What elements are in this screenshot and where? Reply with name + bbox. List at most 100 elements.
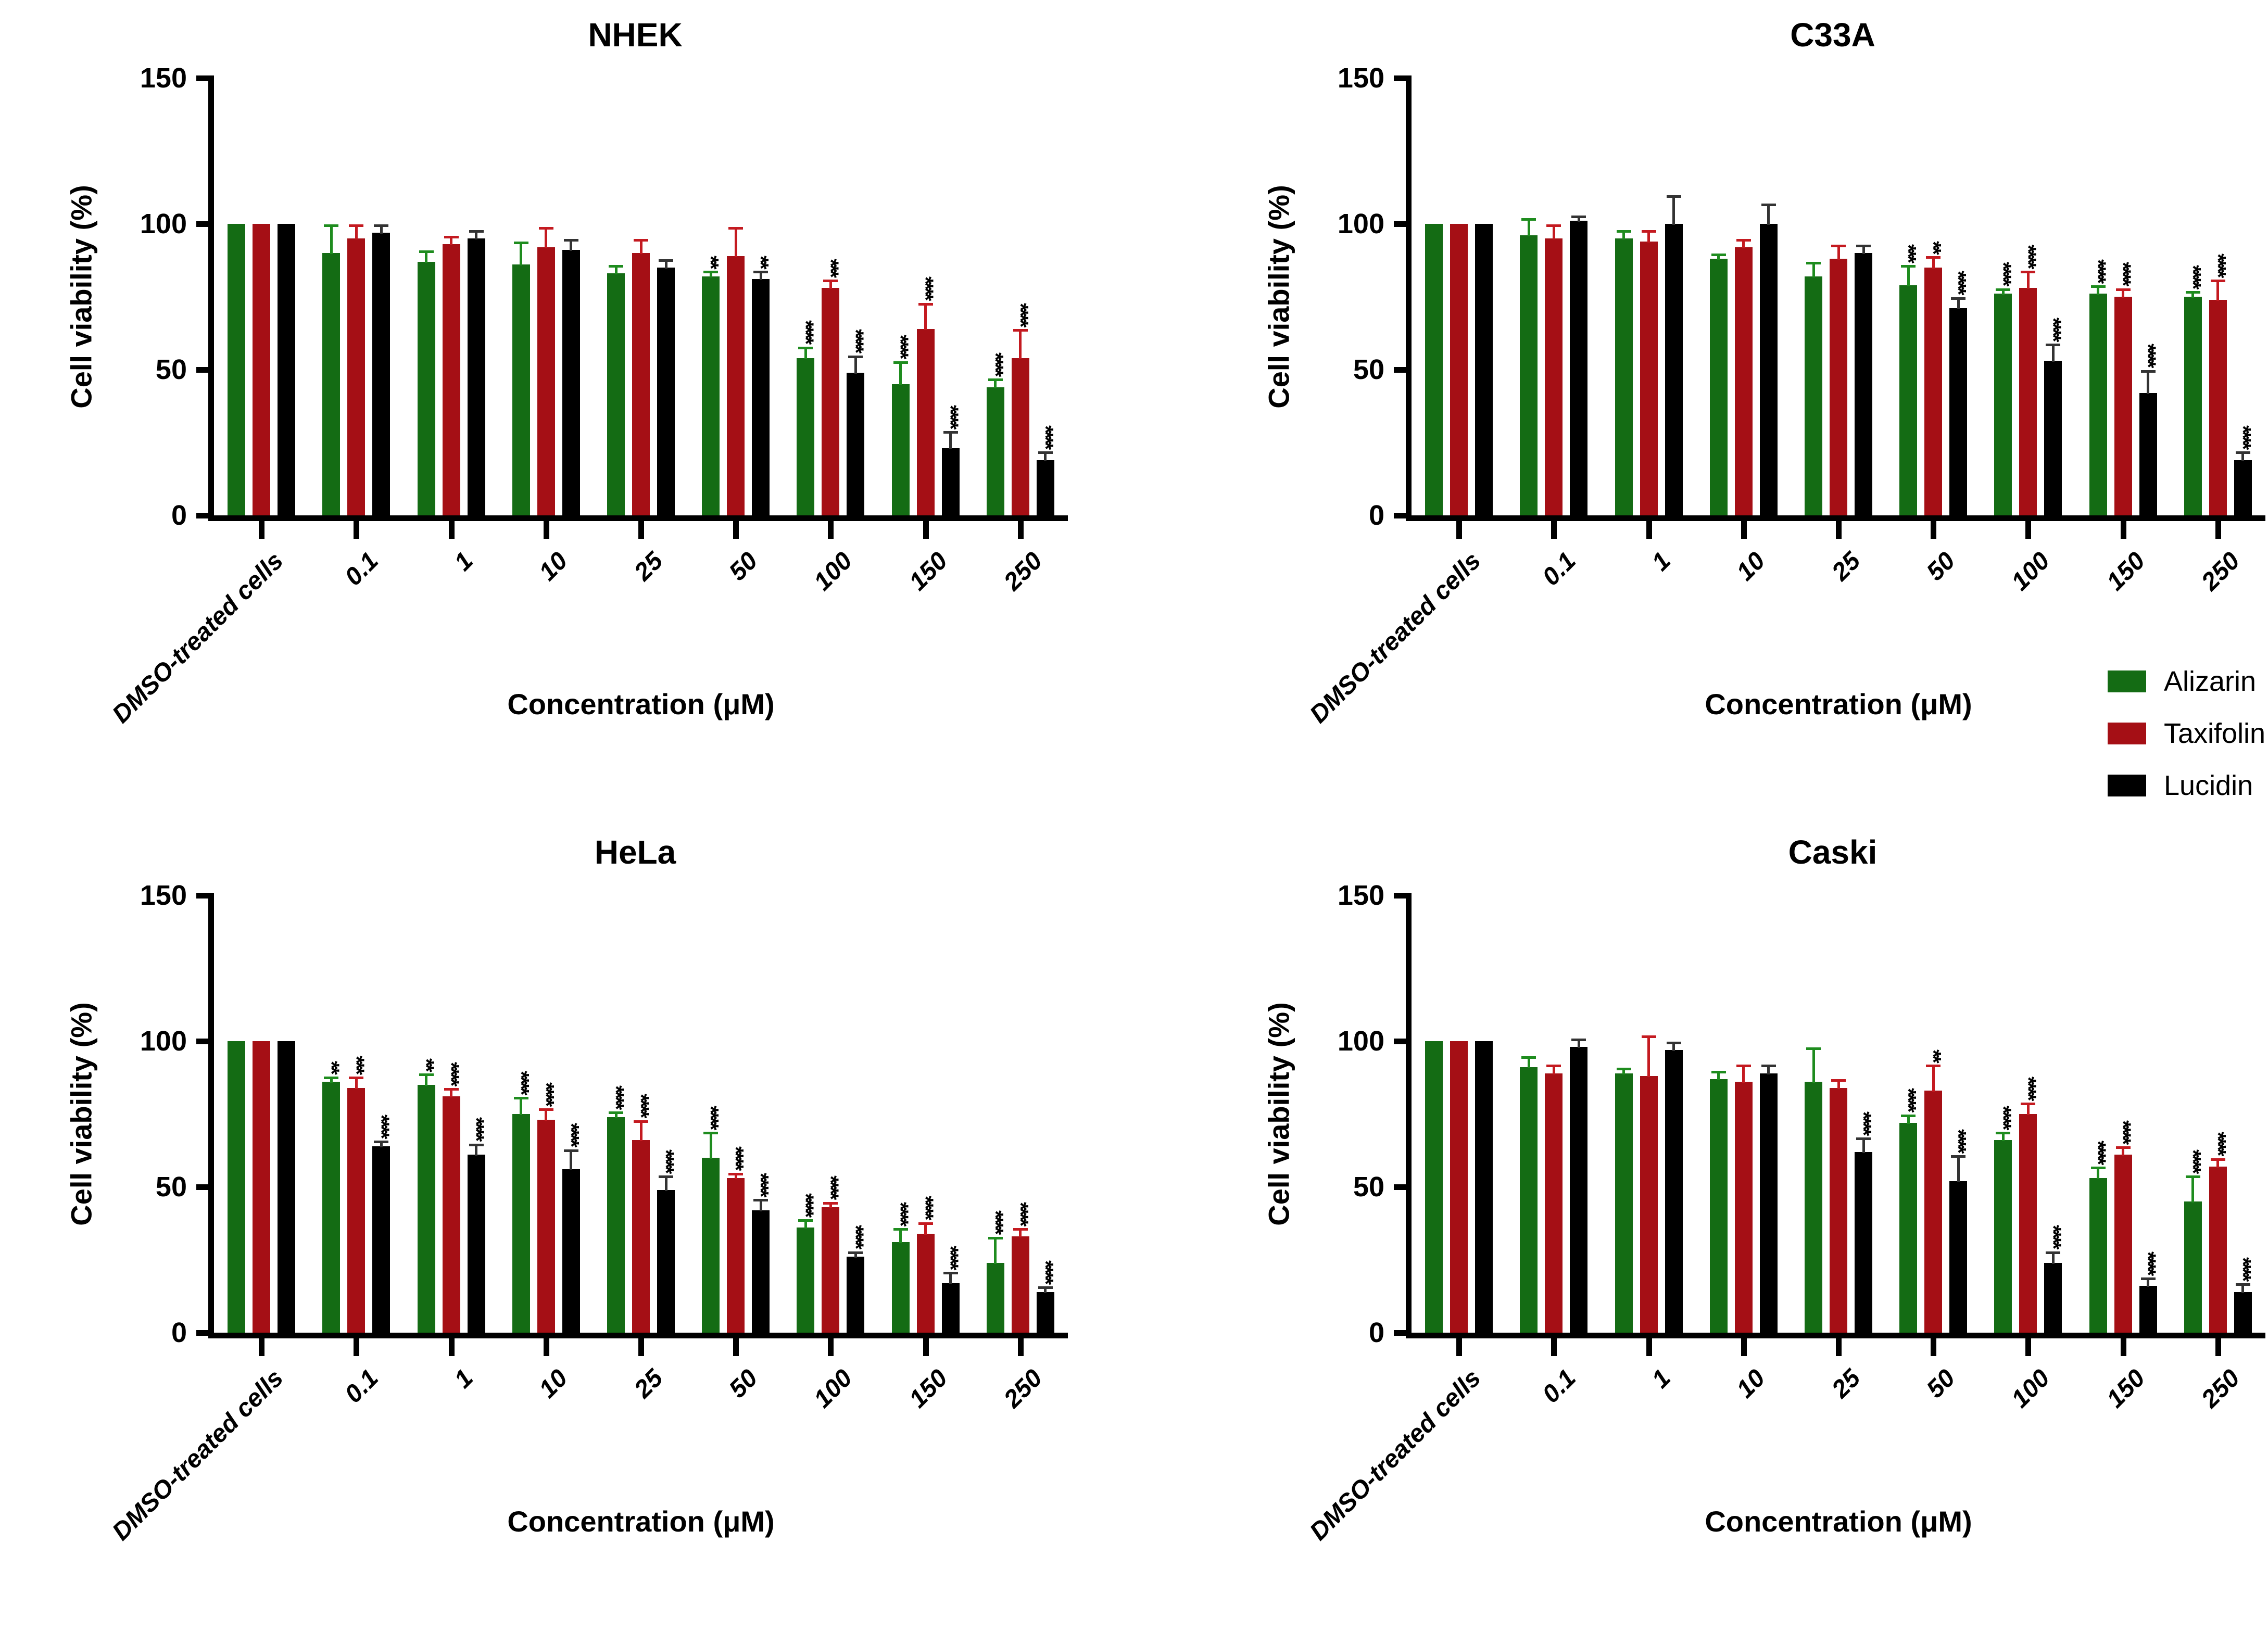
bar-alizarin (702, 276, 720, 515)
bar-lucidin (1036, 460, 1054, 515)
error-bar-cap (1013, 329, 1028, 332)
error-bar-cap (728, 227, 744, 230)
bar-alizarin (1425, 224, 1443, 515)
x-tick-label: 250 (998, 1364, 1048, 1413)
significance-stars: **** (1946, 271, 1971, 293)
error-bar (545, 1111, 548, 1121)
y-tick-label: 0 (171, 500, 187, 531)
bar-alizarin (1709, 259, 1728, 515)
bar-lucidin (657, 1190, 675, 1333)
error-bar-cap (2046, 344, 2061, 347)
error-bar (355, 1079, 358, 1089)
bar-lucidin (1665, 1049, 1683, 1333)
x-tick-label: 10 (534, 547, 573, 586)
error-bar (2216, 1160, 2220, 1168)
error-bar (709, 1134, 712, 1159)
error-bar-cap (798, 346, 813, 349)
plot-area: Cell viability (%) 0 50 100 150 DMSO-treated … (65, 880, 1068, 1546)
x-tick (354, 521, 360, 539)
error-bar (475, 1146, 478, 1156)
error-bar-cap (1926, 256, 1941, 259)
y-tick-label: 100 (1337, 208, 1384, 239)
bar-taxifolin (822, 1207, 840, 1333)
error-bar (709, 273, 712, 277)
significance-stars: **** (1991, 1105, 2016, 1128)
x-tick (1836, 521, 1842, 539)
error-bar-cap (374, 224, 389, 227)
error-bar (1672, 197, 1675, 225)
error-bar (330, 226, 333, 254)
error-bar (520, 1099, 523, 1115)
error-bar (664, 261, 667, 269)
x-tick (733, 1338, 739, 1356)
bar-lucidin (1570, 221, 1588, 515)
bar-taxifolin (1830, 259, 1847, 515)
bar-taxifolin (1011, 358, 1029, 515)
bar-taxifolin (1545, 1073, 1563, 1333)
y-tick (1394, 367, 1412, 373)
error-bar (639, 1122, 642, 1142)
significance-stars: **** (699, 1105, 724, 1128)
bar-alizarin (417, 261, 435, 515)
x-tick-label: 150 (903, 1364, 953, 1413)
bar-taxifolin (822, 288, 840, 515)
significance-stars: ** (1921, 241, 1946, 252)
x-tick (2215, 1338, 2221, 1356)
error-bar (1552, 226, 1555, 239)
bar-taxifolin (1924, 268, 1943, 515)
error-bar-cap (609, 265, 623, 268)
x-tick (1836, 1338, 1842, 1356)
bar-taxifolin (253, 1041, 271, 1333)
x-tick (1646, 521, 1652, 539)
alizarin-swatch-icon (2108, 670, 2146, 692)
bar-taxifolin (2209, 299, 2227, 515)
significance-stars: **** (749, 1172, 774, 1194)
bar-lucidin (1570, 1047, 1588, 1333)
bar-alizarin (2184, 1201, 2202, 1333)
y-tick-label: 150 (1337, 62, 1384, 94)
error-bar (1767, 1067, 1770, 1074)
bar-alizarin (228, 1041, 246, 1333)
x-tick (828, 1338, 834, 1356)
x-tick-label: 10 (1731, 1364, 1771, 1403)
bar-alizarin (322, 253, 341, 515)
significance-stars: **** (2181, 265, 2206, 287)
bar-taxifolin (916, 1233, 935, 1333)
error-bar-cap (1616, 230, 1631, 233)
y-tick-label: 150 (140, 62, 187, 94)
bar-taxifolin (253, 224, 271, 515)
error-bar (2122, 1149, 2125, 1156)
x-tick (638, 521, 644, 539)
significance-stars: **** (2206, 1132, 2231, 1154)
error-bar-cap (538, 1108, 553, 1111)
panel-title: NHEK (588, 16, 683, 54)
y-tick-label: 150 (140, 880, 187, 911)
x-tick (638, 1338, 644, 1356)
bar-alizarin (702, 1158, 720, 1333)
error-bar-cap (1641, 230, 1656, 233)
bar-alizarin (1805, 276, 1822, 515)
x-tick-label: 100 (809, 1364, 858, 1413)
x-tick-label: 0.1 (1536, 547, 1581, 591)
y-tick (196, 1330, 214, 1336)
bar-lucidin (278, 1041, 296, 1333)
error-bar (2026, 273, 2030, 289)
error-bar-cap (1761, 204, 1776, 207)
error-bar-cap (634, 238, 648, 242)
y-tick-label: 0 (1368, 500, 1384, 531)
bar-taxifolin (2114, 297, 2132, 515)
error-bar-cap (2210, 280, 2225, 282)
bar-taxifolin (442, 244, 460, 515)
figure-cell-viability: { "legend": { "items": [ {"label": "Aliz… (65, 16, 2266, 1546)
error-bar (1837, 247, 1840, 260)
error-bar (2001, 290, 2005, 295)
significance-stars: ** (414, 1058, 439, 1069)
x-tick (923, 1338, 929, 1356)
bar-taxifolin (916, 328, 935, 515)
error-bar (1742, 1067, 1745, 1083)
significance-stars: **** (439, 1061, 464, 1084)
bar-taxifolin (2019, 1114, 2037, 1333)
error-bar-cap (324, 1076, 339, 1079)
significance-stars: ** (699, 255, 724, 267)
x-tick-label: 50 (724, 547, 763, 586)
